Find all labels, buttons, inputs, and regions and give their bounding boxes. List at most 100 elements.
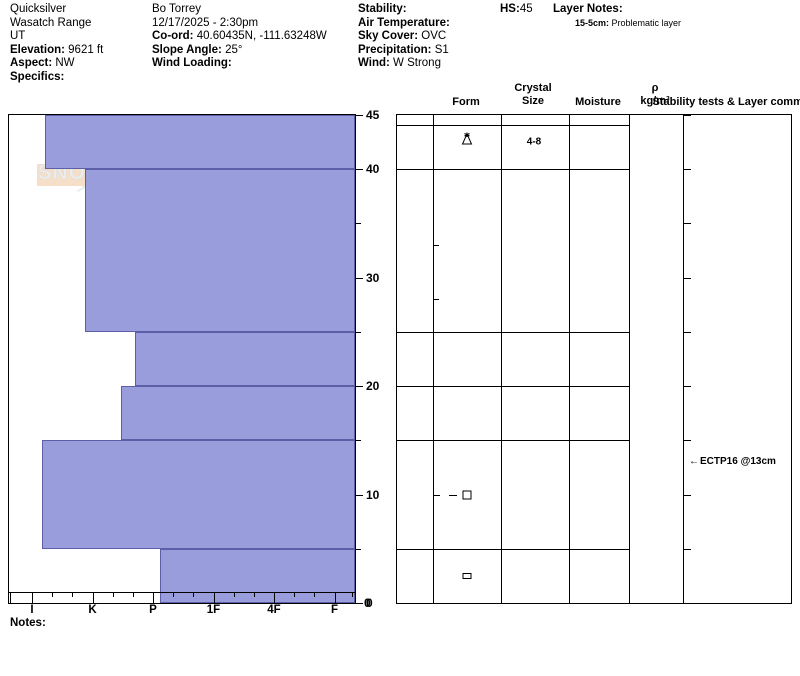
- location-line-3: Elevation: 9621 ft: [10, 44, 160, 58]
- depth-tick-minor: [356, 548, 361, 550]
- hardness-tick-minor: [314, 592, 316, 597]
- table-header-moisture: Moisture: [560, 96, 636, 109]
- table-column-headers: Form Crystal Size Moisture ρ kg/m³ Stability t…: [396, 80, 800, 114]
- header-column-hs: HS:45: [500, 3, 560, 17]
- form-depth-tick-minor: [433, 299, 439, 301]
- facet-grain-icon: [462, 572, 472, 579]
- table-header-crystal-size: Crystal Size: [493, 82, 573, 107]
- depth-tick-minor: [356, 223, 361, 225]
- hs-value: 45: [519, 3, 533, 15]
- hardness-tick-minor: [72, 592, 74, 597]
- table-layer-boundary: [397, 169, 629, 171]
- hardness-tick-minor: [193, 592, 195, 597]
- form-depth-tick-minor: [433, 245, 439, 247]
- hardness-tick-minor: [294, 592, 296, 597]
- observer-line-0: Bo Torrey: [152, 3, 347, 17]
- table-vline: [501, 115, 502, 603]
- weather-label-1: Air Temperature:: [358, 16, 450, 29]
- table-header-moisture-line2: Moisture: [575, 96, 621, 108]
- hardness-layer-bar: [135, 331, 355, 387]
- table-layer-boundary: [397, 440, 629, 442]
- hardness-tick-minor: [253, 592, 255, 597]
- arrow-left-icon: ←: [689, 456, 699, 468]
- layer-table: 4-8 ←ECTP16 @13cm: [396, 114, 792, 604]
- stability-depth-tick: [683, 223, 691, 225]
- form-depth-tick: [433, 440, 440, 442]
- hardness-tick-end: [352, 592, 353, 597]
- hardness-tick-minor: [52, 592, 54, 597]
- stability-depth-tick: [683, 548, 691, 550]
- table-header-crystal-size-line2: Size: [521, 94, 544, 107]
- location-value-0: Quicksilver: [10, 3, 67, 15]
- hardness-tick-label: K: [88, 604, 97, 616]
- location-label-4: Aspect:: [10, 57, 56, 70]
- weather-line-1: Air Temperature:: [358, 17, 488, 31]
- weather-line-4: Wind: W Strong: [358, 57, 488, 71]
- table-header-form: Form: [431, 96, 501, 109]
- stability-test-annotation: ←ECTP16 @13cm: [689, 456, 776, 467]
- depth-tick-major: [356, 277, 363, 279]
- hardness-layer-bar: [159, 548, 355, 603]
- depth-tick-minor: [356, 331, 361, 333]
- stability-depth-tick: [683, 169, 691, 171]
- rounded-grain-icon: [462, 490, 472, 500]
- depth-tick-label: 40: [366, 162, 380, 177]
- weather-value-3: S1: [434, 43, 449, 56]
- hardness-tick-label: 4F: [267, 604, 281, 616]
- depth-axis: 45 40 30 20 10 0: [356, 109, 396, 609]
- profile-header: Quicksilver Wasatch Range UT Elevation: 962…: [0, 0, 800, 83]
- weather-line-2: Sky Cover: OVC: [358, 30, 488, 44]
- depth-tick-major: [356, 494, 363, 496]
- depth-tick-label: 30: [366, 270, 380, 285]
- table-layer-boundary: [397, 386, 629, 388]
- form-symbol-leader: [449, 494, 457, 496]
- header-column-weather: Stability: Air Temperature: Sky Cover: O…: [358, 3, 488, 71]
- location-line-5: Specifics:: [10, 71, 160, 85]
- observer-label-2: Co-ord:: [152, 30, 197, 43]
- observer-label-3: Slope Angle:: [152, 43, 226, 56]
- weather-label-0: Stability:: [358, 3, 407, 15]
- hardness-layer-bar: [121, 386, 355, 441]
- observer-line-2: Co-ord: 40.60435N, -111.63248W: [152, 30, 347, 44]
- table-header-stability-comments: Stability tests & Layer comments: [629, 96, 800, 109]
- table-header-density-line2: kg/m³: [640, 94, 670, 107]
- hardness-tick-label: 1F: [206, 604, 221, 616]
- hardness-tick-major: [32, 592, 33, 603]
- location-label-3: Elevation:: [10, 43, 69, 56]
- weather-label-4: Wind:: [358, 57, 394, 70]
- hardness-tick-major: [274, 592, 275, 603]
- hardness-axis-line: [8, 592, 356, 593]
- observer-value-3: 25°: [225, 43, 243, 56]
- weather-label-2: Sky Cover:: [358, 30, 422, 43]
- observer-value-2: 40.60435N, -111.63248W: [196, 30, 327, 43]
- depth-tick-label: 0: [366, 596, 373, 610]
- notes-label: Notes:: [10, 617, 46, 629]
- hardness-axis: I K P 1F 4F F: [8, 592, 356, 622]
- stellar-dendrite-icon: [461, 132, 474, 152]
- layer-note-depth-0: 15-5cm:: [575, 17, 612, 28]
- weather-value-4: W Strong: [393, 57, 441, 70]
- stability-depth-tick: [683, 115, 691, 116]
- hardness-layer-bar: [85, 169, 355, 332]
- depth-tick-label: 20: [366, 379, 380, 394]
- table-header-crystal-size-line1: Crystal: [514, 82, 552, 94]
- depth-tick-major: [356, 115, 363, 116]
- table-vline-stability: [683, 115, 684, 603]
- depth-tick-minor: [356, 440, 361, 442]
- stability-depth-tick: [683, 494, 691, 496]
- stability-test-label: ECTP16 @13cm: [700, 456, 776, 468]
- location-label-5: Specifics:: [10, 70, 65, 83]
- layer-notes-title: Layer Notes:: [553, 3, 623, 15]
- hardness-tick-major: [153, 592, 154, 603]
- location-line-2: UT: [10, 30, 160, 44]
- stability-depth-tick: [683, 277, 691, 279]
- depth-tick-major: [356, 169, 363, 171]
- layer-note-text-0: Problematic layer: [611, 17, 682, 28]
- hardness-profile-plot: SNOW PILOT: [8, 114, 356, 604]
- depth-tick-major: [356, 603, 363, 604]
- form-depth-tick: [433, 494, 440, 496]
- hardness-tick-start: [10, 592, 11, 603]
- hardness-tick-minor: [112, 592, 114, 597]
- location-line-0: Quicksilver: [10, 3, 160, 17]
- table-header-density-line1: ρ: [651, 82, 659, 94]
